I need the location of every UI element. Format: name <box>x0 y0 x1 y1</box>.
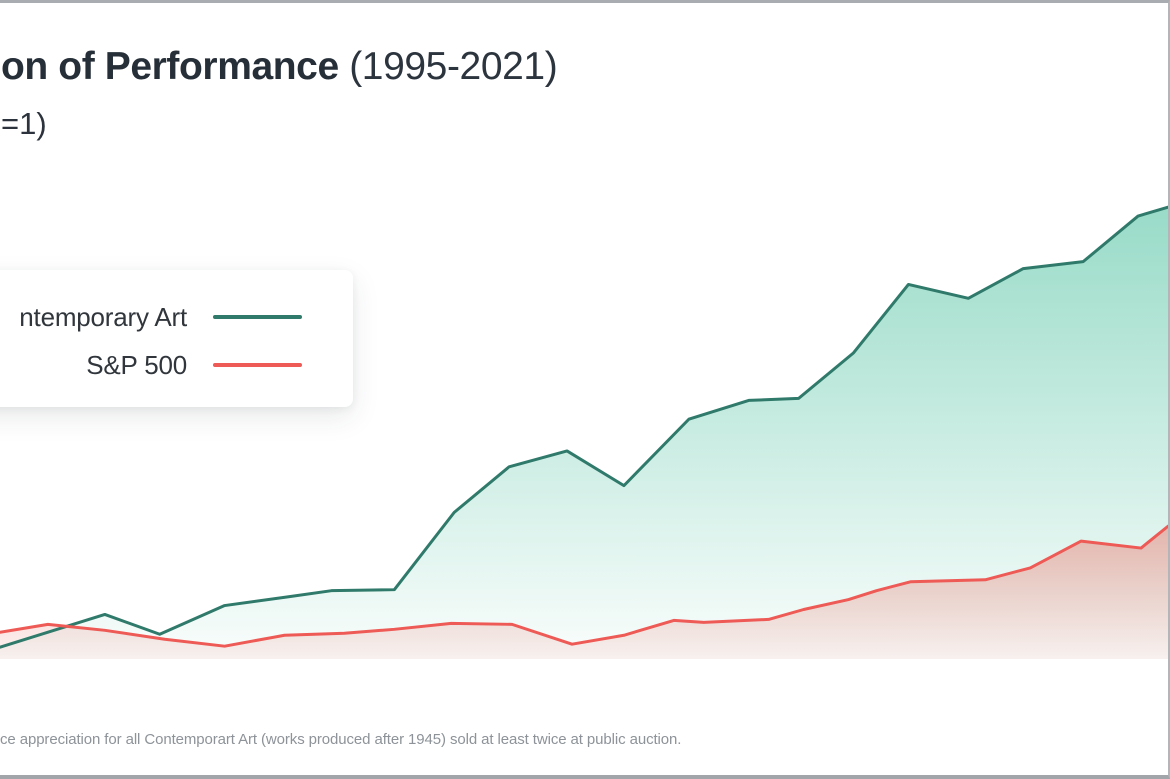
s-p-500-line <box>0 524 1168 648</box>
legend-label-contemporary-art: ntemporary Art <box>19 301 187 332</box>
contemporary-art-area <box>0 207 1168 660</box>
title-year-range: (1995-2021) <box>338 45 558 88</box>
title-main-text: on of Performance <box>1 45 339 88</box>
footnote-block: ce appreciation for all Contemporart Art… <box>0 687 682 775</box>
legend-line-swatch-contemporary-art <box>213 315 302 319</box>
legend-label-sp500: S&P 500 <box>86 349 187 380</box>
legend-card: ntemporary Art S&P 500 <box>0 270 353 407</box>
page-title: on of Performance (1995-2021) <box>1 45 558 89</box>
contemporary-art-line <box>0 205 1168 649</box>
legend-item-sp500: S&P 500 <box>0 349 302 380</box>
s-p-500-area <box>0 526 1168 660</box>
performance-chart <box>0 205 1168 660</box>
page-subtitle: =1) <box>1 106 47 141</box>
legend-line-swatch-sp500 <box>213 363 302 367</box>
legend-item-contemporary-art: ntemporary Art <box>0 301 302 332</box>
footnote-line-1: ce appreciation for all Contemporart Art… <box>0 731 682 748</box>
